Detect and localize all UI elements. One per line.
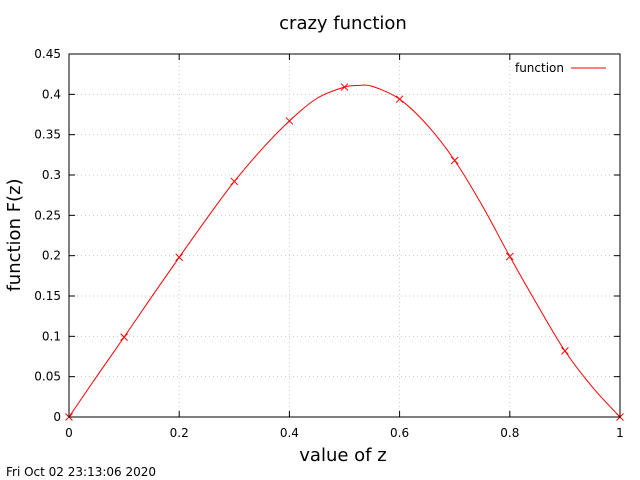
grid <box>69 54 620 417</box>
y-tick-label: 0.25 <box>34 208 61 222</box>
data-point-marker <box>120 333 128 341</box>
y-tick-label: 0.1 <box>42 329 61 343</box>
x-tick-label: 1 <box>616 426 624 440</box>
y-tick-label: 0.4 <box>42 87 61 101</box>
data-point-marker <box>285 117 294 125</box>
plot-frame <box>68 53 621 418</box>
x-tick-label: 0.2 <box>170 426 189 440</box>
y-tick-label: 0.15 <box>34 289 61 303</box>
data-point-marker <box>175 253 184 262</box>
legend: function <box>515 61 606 75</box>
chart-title: crazy function <box>279 13 407 34</box>
axis-ticks <box>68 53 621 418</box>
data-point-marker <box>505 252 514 261</box>
y-tick-label: 0.35 <box>34 128 61 142</box>
x-tick-label: 0.6 <box>390 426 409 440</box>
data-point-marker <box>230 177 239 186</box>
x-tick-label: 0 <box>65 426 73 440</box>
y-tick-label: 0.2 <box>42 249 61 263</box>
legend-label: function <box>515 61 564 75</box>
y-tick-label: 0.45 <box>34 47 61 61</box>
x-tick-labels: 0 0.2 0.4 0.6 0.8 1 <box>65 426 624 440</box>
x-tick-label: 0.8 <box>500 426 519 440</box>
y-tick-label: 0.05 <box>34 370 61 384</box>
y-tick-label: 0.3 <box>42 168 61 182</box>
data-point-marker <box>561 346 569 355</box>
y-tick-labels: 0 0.05 0.1 0.15 0.2 0.25 0.3 0.35 0.4 0.45 <box>34 47 61 424</box>
x-tick-label: 0.4 <box>280 426 299 440</box>
timestamp: Fri Oct 02 23:13:06 2020 <box>6 465 156 479</box>
plot-area <box>65 83 624 421</box>
x-axis-title: value of z <box>299 445 386 466</box>
data-point-marker <box>450 156 459 165</box>
y-tick-label: 0 <box>53 410 61 424</box>
data-point-marker <box>340 83 349 91</box>
y-axis-title: function F(z) <box>4 178 25 291</box>
data-point-marker <box>395 95 404 104</box>
series-line-function <box>68 84 621 418</box>
